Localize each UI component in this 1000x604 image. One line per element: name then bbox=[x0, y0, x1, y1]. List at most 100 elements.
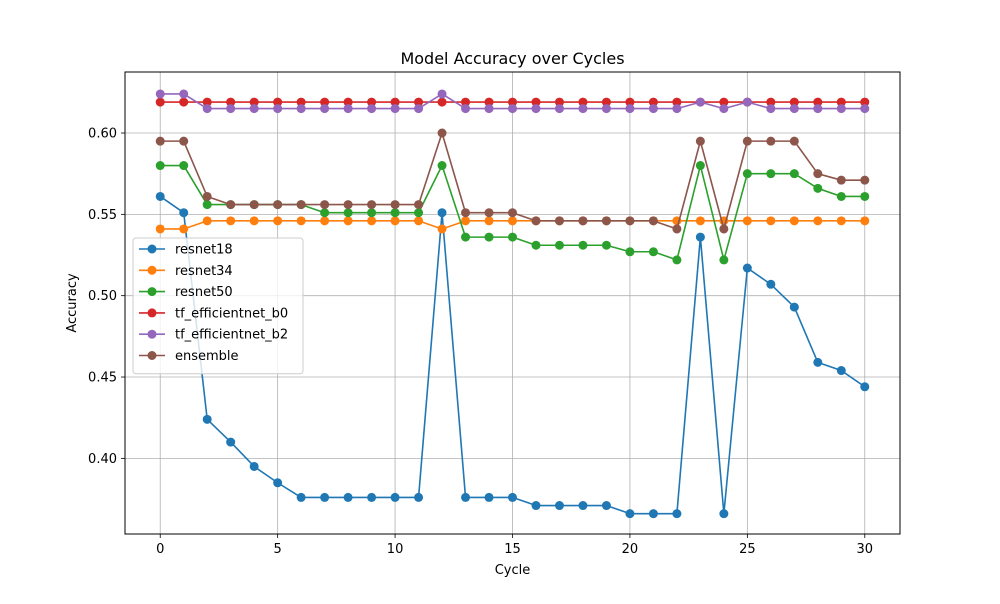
data-point-resnet18 bbox=[836, 366, 846, 376]
data-point-resnet34 bbox=[461, 216, 471, 226]
legend: resnet18 resnet34 resnet50 tf_efficientnet_… bbox=[132, 237, 304, 375]
data-point-resnet34 bbox=[226, 216, 236, 226]
legend-marker-ensemble bbox=[147, 351, 157, 360]
data-point-tf_efficientnet_b0 bbox=[155, 97, 165, 107]
legend-label-resnet34: resnet34 bbox=[175, 264, 233, 279]
data-point-resnet34 bbox=[296, 216, 306, 226]
data-point-resnet34 bbox=[437, 224, 447, 234]
data-point-tf_efficientnet_b0 bbox=[813, 97, 823, 107]
data-point-resnet50 bbox=[320, 208, 330, 218]
data-point-resnet18 bbox=[601, 501, 611, 511]
data-point-ensemble bbox=[461, 208, 471, 218]
data-point-ensemble bbox=[484, 208, 494, 218]
data-point-tf_efficientnet_b0 bbox=[414, 97, 424, 107]
data-point-resnet50 bbox=[719, 255, 729, 265]
data-point-tf_efficientnet_b2 bbox=[367, 104, 377, 114]
data-point-tf_efficientnet_b2 bbox=[202, 104, 212, 114]
data-point-resnet50 bbox=[789, 169, 799, 179]
data-point-tf_efficientnet_b2 bbox=[437, 89, 447, 99]
data-point-ensemble bbox=[813, 169, 823, 179]
data-point-resnet34 bbox=[789, 216, 799, 226]
data-point-tf_efficientnet_b2 bbox=[578, 104, 588, 114]
data-point-ensemble bbox=[766, 136, 776, 146]
data-point-tf_efficientnet_b2 bbox=[343, 104, 353, 114]
data-point-tf_efficientnet_b0 bbox=[766, 97, 776, 107]
data-point-resnet18 bbox=[648, 509, 658, 519]
data-point-resnet18 bbox=[719, 509, 729, 519]
data-point-tf_efficientnet_b0 bbox=[390, 97, 400, 107]
data-point-resnet18 bbox=[508, 492, 517, 502]
data-point-resnet18 bbox=[320, 492, 330, 502]
data-point-resnet50 bbox=[343, 208, 353, 218]
data-point-tf_efficientnet_b0 bbox=[719, 97, 729, 107]
data-point-resnet34 bbox=[414, 216, 424, 226]
data-point-tf_efficientnet_b2 bbox=[390, 104, 400, 114]
data-point-tf_efficientnet_b2 bbox=[554, 104, 564, 114]
data-point-resnet18 bbox=[249, 461, 259, 471]
data-point-resnet18 bbox=[414, 492, 424, 502]
data-point-ensemble bbox=[601, 216, 611, 226]
x-tick-label: 0 bbox=[156, 542, 164, 557]
legend-marker-tf_efficientnet_b2 bbox=[147, 329, 157, 339]
data-point-tf_efficientnet_b0 bbox=[836, 97, 846, 107]
data-point-tf_efficientnet_b0 bbox=[648, 97, 658, 107]
data-point-tf_efficientnet_b2 bbox=[672, 104, 682, 114]
data-point-tf_efficientnet_b2 bbox=[484, 104, 494, 114]
data-point-resnet50 bbox=[742, 169, 752, 179]
data-point-tf_efficientnet_b2 bbox=[273, 104, 283, 114]
data-point-resnet18 bbox=[461, 492, 471, 502]
x-tick-label: 30 bbox=[856, 542, 873, 557]
data-point-ensemble bbox=[367, 200, 377, 210]
data-point-tf_efficientnet_b2 bbox=[249, 104, 259, 114]
data-point-resnet50 bbox=[766, 169, 776, 179]
data-point-resnet34 bbox=[836, 216, 846, 226]
data-point-resnet50 bbox=[437, 161, 447, 171]
data-point-ensemble bbox=[179, 136, 189, 146]
data-point-resnet50 bbox=[508, 232, 517, 242]
data-point-tf_efficientnet_b2 bbox=[719, 104, 729, 114]
data-point-resnet50 bbox=[531, 240, 541, 250]
data-point-ensemble bbox=[414, 200, 424, 210]
data-point-resnet18 bbox=[625, 509, 635, 519]
data-point-tf_efficientnet_b2 bbox=[461, 104, 471, 114]
data-point-resnet18 bbox=[390, 492, 400, 502]
x-axis-label: Cycle bbox=[495, 563, 531, 578]
data-point-ensemble bbox=[531, 216, 541, 226]
data-point-ensemble bbox=[155, 136, 165, 146]
data-point-resnet50 bbox=[367, 208, 377, 218]
data-point-tf_efficientnet_b2 bbox=[860, 104, 870, 114]
data-point-tf_efficientnet_b0 bbox=[578, 97, 588, 107]
data-point-tf_efficientnet_b2 bbox=[742, 97, 752, 107]
data-point-tf_efficientnet_b0 bbox=[860, 97, 870, 107]
data-point-ensemble bbox=[789, 136, 799, 146]
data-point-resnet50 bbox=[390, 208, 400, 218]
data-point-resnet18 bbox=[155, 191, 165, 201]
data-point-resnet18 bbox=[742, 263, 752, 273]
data-point-resnet50 bbox=[484, 232, 494, 242]
legend-marker-resnet50 bbox=[147, 287, 157, 297]
data-point-ensemble bbox=[742, 136, 752, 146]
data-point-resnet34 bbox=[508, 216, 517, 226]
data-point-resnet50 bbox=[836, 191, 846, 201]
data-point-resnet18 bbox=[484, 492, 494, 502]
data-point-resnet34 bbox=[484, 216, 494, 226]
data-point-resnet18 bbox=[860, 382, 870, 392]
data-point-tf_efficientnet_b0 bbox=[367, 97, 377, 107]
data-point-resnet34 bbox=[249, 216, 259, 226]
data-point-tf_efficientnet_b0 bbox=[789, 97, 799, 107]
data-point-resnet50 bbox=[202, 200, 212, 210]
legend-label-ensemble: ensemble bbox=[175, 349, 239, 364]
data-point-tf_efficientnet_b2 bbox=[601, 104, 611, 114]
y-tick-label: 0.60 bbox=[88, 127, 117, 142]
data-point-tf_efficientnet_b0 bbox=[461, 97, 471, 107]
data-point-ensemble bbox=[343, 200, 353, 210]
data-point-tf_efficientnet_b0 bbox=[179, 97, 189, 107]
data-point-resnet18 bbox=[578, 501, 588, 511]
data-point-resnet34 bbox=[766, 216, 776, 226]
data-point-ensemble bbox=[625, 216, 635, 226]
data-point-tf_efficientnet_b0 bbox=[672, 97, 682, 107]
data-point-tf_efficientnet_b2 bbox=[625, 104, 635, 114]
data-point-resnet50 bbox=[813, 183, 823, 193]
